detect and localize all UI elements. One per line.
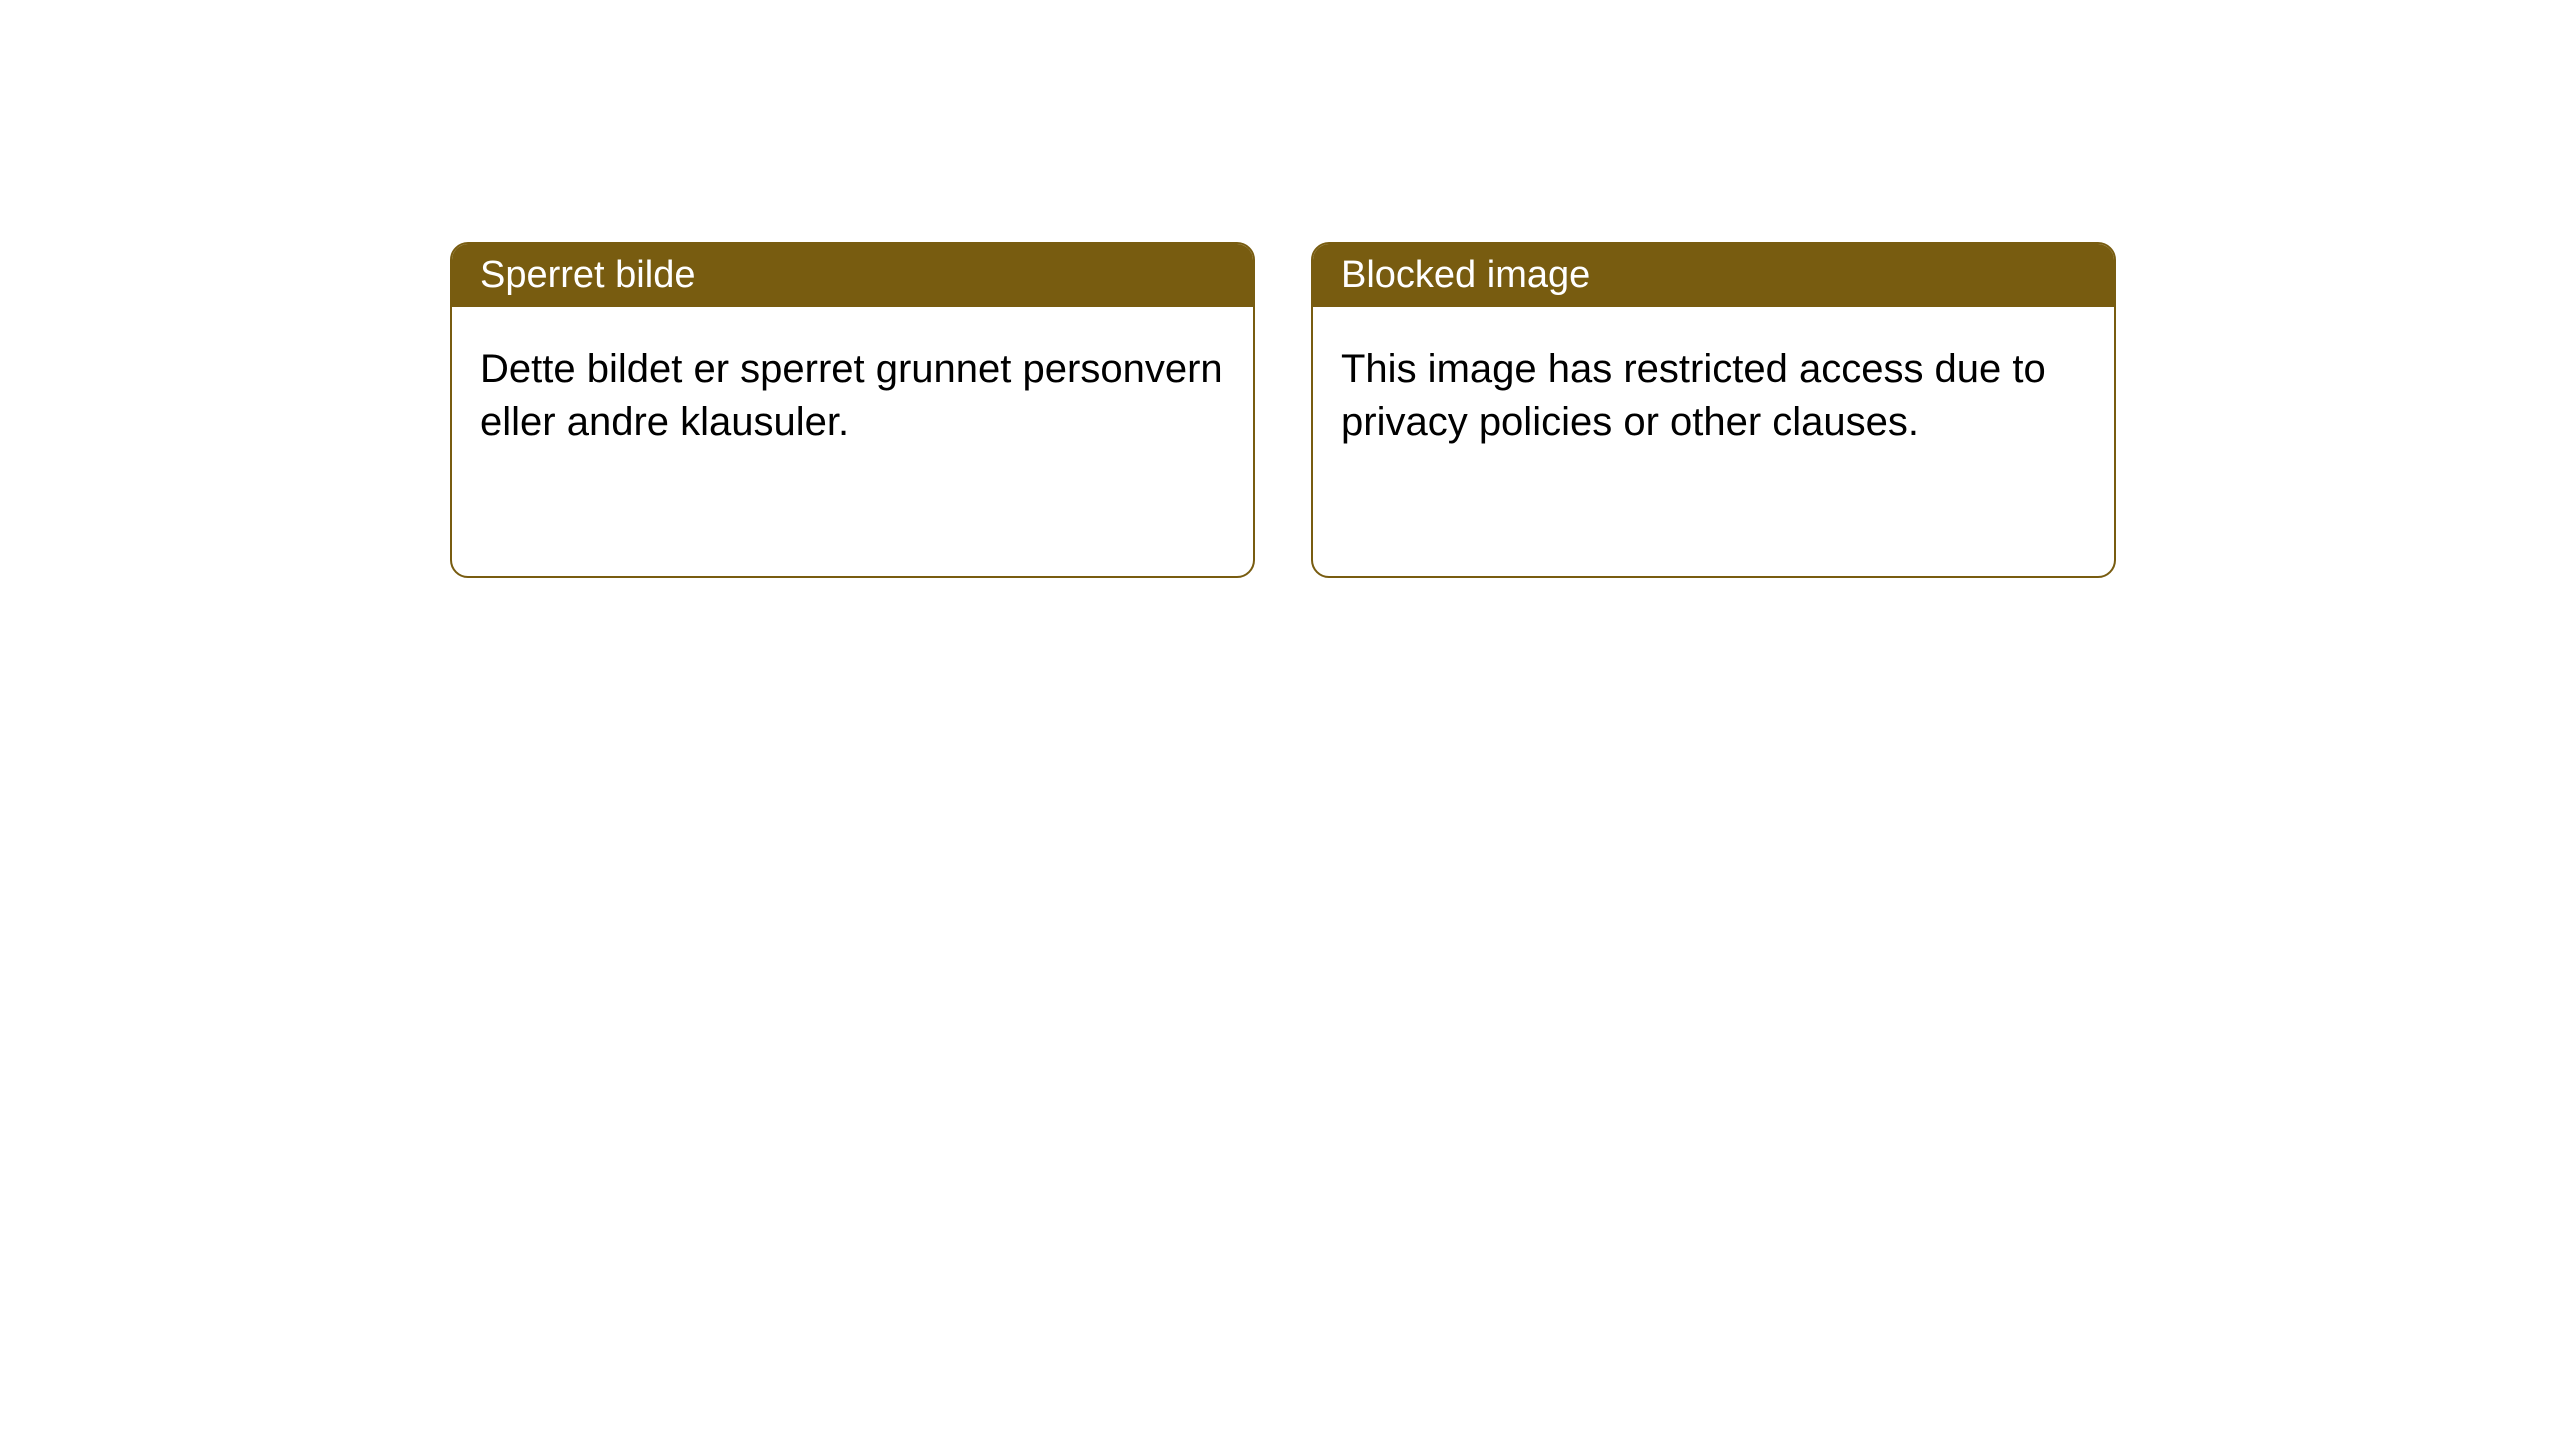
notice-body: Dette bildet er sperret grunnet personve… bbox=[452, 307, 1253, 485]
notice-header: Blocked image bbox=[1313, 244, 2114, 307]
notice-container: Sperret bilde Dette bildet er sperret gr… bbox=[0, 0, 2560, 578]
notice-body: This image has restricted access due to … bbox=[1313, 307, 2114, 485]
notice-card-norwegian: Sperret bilde Dette bildet er sperret gr… bbox=[450, 242, 1255, 578]
notice-card-english: Blocked image This image has restricted … bbox=[1311, 242, 2116, 578]
notice-header: Sperret bilde bbox=[452, 244, 1253, 307]
